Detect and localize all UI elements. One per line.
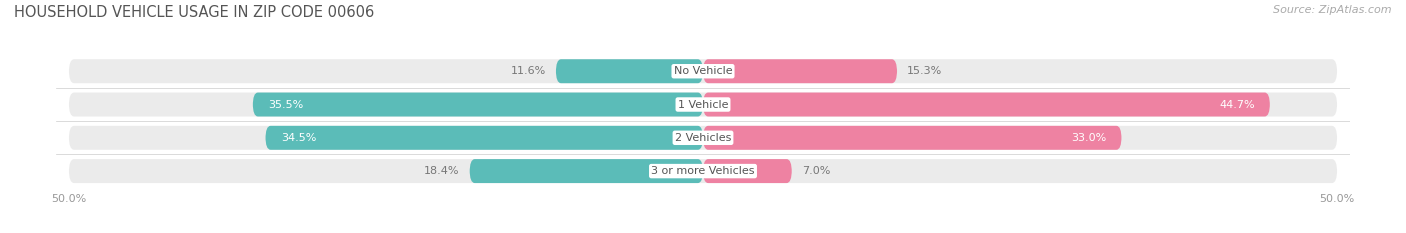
Text: 33.0%: 33.0% bbox=[1071, 133, 1107, 143]
FancyBboxPatch shape bbox=[69, 93, 1337, 116]
Text: 18.4%: 18.4% bbox=[425, 166, 460, 176]
Text: Source: ZipAtlas.com: Source: ZipAtlas.com bbox=[1274, 5, 1392, 15]
Text: 35.5%: 35.5% bbox=[269, 99, 304, 110]
FancyBboxPatch shape bbox=[69, 126, 1337, 150]
FancyBboxPatch shape bbox=[266, 126, 703, 150]
FancyBboxPatch shape bbox=[555, 59, 703, 83]
Text: 1 Vehicle: 1 Vehicle bbox=[678, 99, 728, 110]
Text: 15.3%: 15.3% bbox=[907, 66, 942, 76]
Text: HOUSEHOLD VEHICLE USAGE IN ZIP CODE 00606: HOUSEHOLD VEHICLE USAGE IN ZIP CODE 0060… bbox=[14, 5, 374, 20]
FancyBboxPatch shape bbox=[69, 59, 1337, 83]
Text: 7.0%: 7.0% bbox=[801, 166, 831, 176]
Text: 3 or more Vehicles: 3 or more Vehicles bbox=[651, 166, 755, 176]
FancyBboxPatch shape bbox=[253, 93, 703, 116]
FancyBboxPatch shape bbox=[703, 159, 792, 183]
FancyBboxPatch shape bbox=[69, 159, 1337, 183]
Text: 34.5%: 34.5% bbox=[281, 133, 316, 143]
Text: 11.6%: 11.6% bbox=[510, 66, 546, 76]
Text: 2 Vehicles: 2 Vehicles bbox=[675, 133, 731, 143]
Text: No Vehicle: No Vehicle bbox=[673, 66, 733, 76]
FancyBboxPatch shape bbox=[703, 93, 1270, 116]
FancyBboxPatch shape bbox=[703, 59, 897, 83]
FancyBboxPatch shape bbox=[703, 126, 1122, 150]
FancyBboxPatch shape bbox=[470, 159, 703, 183]
Text: 44.7%: 44.7% bbox=[1219, 99, 1254, 110]
